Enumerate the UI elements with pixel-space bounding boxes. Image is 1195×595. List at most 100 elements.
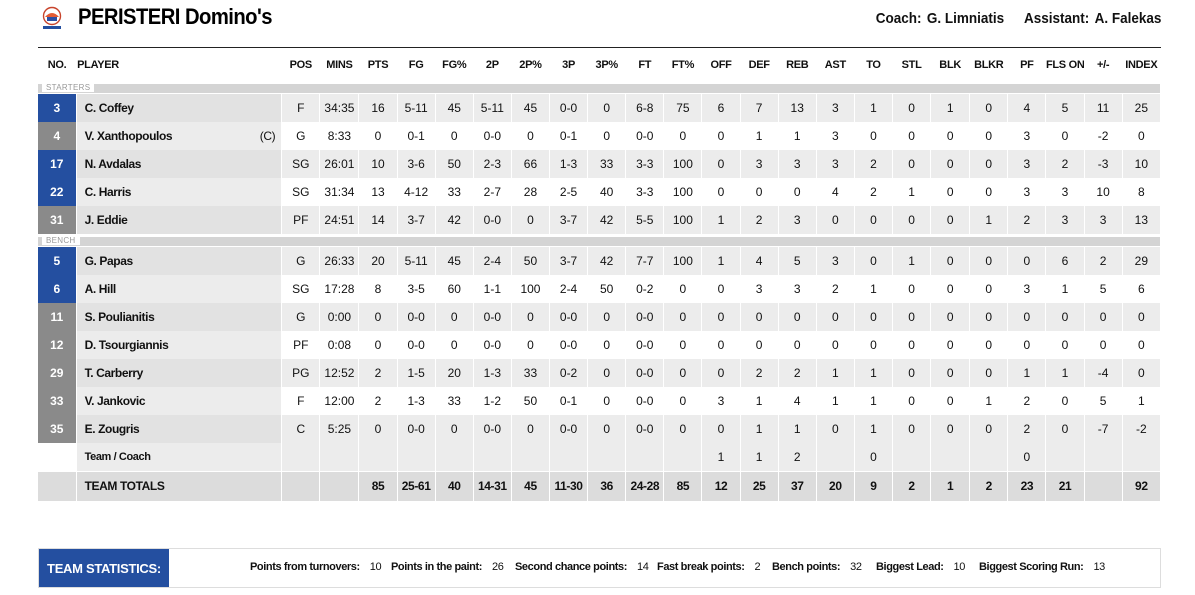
- stat-cell: 0: [854, 122, 894, 150]
- player-name[interactable]: T. Carberry: [84, 366, 144, 380]
- stat-cell: [473, 443, 512, 471]
- stat-cell: 0: [778, 303, 817, 331]
- stat-cell: 0: [587, 331, 627, 359]
- player-name[interactable]: C. Harris: [84, 185, 132, 199]
- stat-cell: [358, 443, 398, 471]
- stat-cell: 0: [663, 415, 703, 443]
- stat-cell: 0: [969, 94, 1009, 122]
- stat-cell: 0: [930, 247, 971, 275]
- player-name-cell[interactable]: A. Hill: [76, 275, 283, 303]
- stat-cell: 0-0: [473, 122, 512, 150]
- stat-cell: 0: [435, 303, 474, 331]
- player-name-cell[interactable]: D. Tsourgiannis: [76, 331, 283, 359]
- stat-cell: 0-0: [397, 303, 436, 331]
- stat-cell: 2: [778, 359, 817, 387]
- stat-cell: 0: [1007, 247, 1047, 275]
- player-name[interactable]: V. Xanthopoulos: [84, 129, 173, 143]
- stat-cell: [1122, 443, 1162, 471]
- player-name[interactable]: J. Eddie: [84, 213, 128, 227]
- stat-cell: 24:51: [319, 206, 360, 234]
- stat-cell: 0-1: [397, 122, 436, 150]
- stat-cell: 0: [1045, 331, 1085, 359]
- stat-cell: 1: [816, 387, 855, 415]
- stat-cell: 12:00: [319, 387, 360, 415]
- jersey-number: 4: [38, 122, 77, 150]
- stat-cell: 3: [740, 150, 779, 178]
- stat-cell: 2-5: [549, 178, 589, 206]
- team-name: PERISTERI Domino's: [78, 4, 272, 29]
- stat-cell: [549, 443, 589, 471]
- stat-cell: 3-7: [549, 206, 589, 234]
- stat-cell: 0: [892, 206, 932, 234]
- player-row[interactable]: 17 N. Avdalas SG 26:01 10 3-6 50 2-3 66 1-3 33 3-3 1…: [38, 150, 1162, 178]
- player-name[interactable]: A. Hill: [84, 282, 117, 296]
- stat-cell: 50: [511, 387, 551, 415]
- summary-label: Team / Coach: [76, 443, 283, 471]
- player-row[interactable]: 11 S. Poulianitis G 0:00 0 0-0 0 0-0 0 0-0 0 0-0 0 0 0…: [38, 303, 1162, 331]
- player-row[interactable]: 31 J. Eddie PF 24:51 14 3-7 42 0-0 0 3-7 42 5-5 100 1…: [38, 206, 1162, 234]
- player-row[interactable]: 33 V. Jankovic F 12:00 2 1-3 33 1-2 50 0-1 0 0-0 0 3 1…: [38, 387, 1162, 415]
- player-name-cell[interactable]: C. Coffey: [76, 94, 283, 122]
- player-name[interactable]: G. Papas: [84, 254, 134, 268]
- player-name-cell[interactable]: C. Harris: [76, 178, 283, 206]
- player-name[interactable]: S. Poulianitis: [84, 310, 155, 324]
- stat-cell: 0: [701, 303, 741, 331]
- player-name-cell[interactable]: T. Carberry: [76, 359, 283, 387]
- stat-cell: 0: [358, 415, 398, 443]
- player-name-cell[interactable]: G. Papas: [76, 247, 283, 275]
- player-name-cell[interactable]: E. Zougris: [76, 415, 283, 443]
- player-name[interactable]: N. Avdalas: [84, 157, 142, 171]
- stat-cell: 0: [701, 178, 741, 206]
- section-label: BENCH: [42, 236, 80, 245]
- stat-cell: 1: [1045, 275, 1085, 303]
- player-row[interactable]: 29 T. Carberry PG 12:52 2 1-5 20 1-3 33 0-2 0 0-0 0 0…: [38, 359, 1162, 387]
- column-header: 3P: [562, 59, 575, 71]
- stat-cell: 0: [930, 275, 971, 303]
- stat-cell: 0: [358, 303, 398, 331]
- player-row[interactable]: 6 A. Hill SG 17:28 8 3-5 60 1-1 100 2-4 50 0-2 0 0 3 3 2…: [38, 275, 1162, 303]
- jersey-number: 35: [38, 415, 77, 443]
- player-row[interactable]: 12 D. Tsourgiannis PF 0:08 0 0-0 0 0-0 0 0-0 0 0-0 0…: [38, 331, 1162, 359]
- stat-cell: 0-0: [397, 331, 436, 359]
- column-header: TO: [866, 59, 881, 71]
- stat-cell: [397, 443, 436, 471]
- player-name-cell[interactable]: N. Avdalas: [76, 150, 283, 178]
- stat-cell: [816, 443, 855, 471]
- stat-cell: 0: [1122, 359, 1162, 387]
- column-header: AST: [824, 59, 846, 71]
- player-name-cell[interactable]: V. Xanthopoulos (C): [76, 122, 283, 150]
- stat-cell: G: [281, 122, 321, 150]
- player-name[interactable]: E. Zougris: [84, 422, 140, 436]
- player-name-cell[interactable]: J. Eddie: [76, 206, 283, 234]
- stat-cell: 7: [740, 94, 779, 122]
- stat-cell: 0: [587, 387, 627, 415]
- stat-cell: 8:33: [319, 122, 360, 150]
- stat-cell: 0: [701, 150, 741, 178]
- stat-cell: 13: [778, 94, 817, 122]
- player-name-cell[interactable]: S. Poulianitis: [76, 303, 283, 331]
- stat-cell: 0: [663, 303, 703, 331]
- stat-cell: 50: [587, 275, 627, 303]
- player-name-cell[interactable]: V. Jankovic: [76, 387, 283, 415]
- player-row[interactable]: 35 E. Zougris C 5:25 0 0-0 0 0-0 0 0-0 0 0-0 0 0 1 1 0 1 0…: [38, 415, 1162, 443]
- stat-cell: 0: [892, 415, 932, 443]
- player-row[interactable]: 3 C. Coffey F 34:35 16 5-11 45 5-11 45 0-0 0 6-8 75 6…: [38, 94, 1162, 122]
- player-row[interactable]: 5 G. Papas G 26:33 20 5-11 45 2-4 50 3-7 42 7-7 100 1…: [38, 247, 1162, 275]
- stat-cell: 1: [740, 415, 779, 443]
- stat-cell: 20: [816, 470, 855, 501]
- stat-cell: 0: [511, 331, 551, 359]
- player-name[interactable]: D. Tsourgiannis: [84, 338, 169, 352]
- stat-cell: 5-11: [397, 94, 436, 122]
- stat-cell: 21: [1045, 470, 1085, 501]
- stat-cell: [511, 443, 551, 471]
- player-name[interactable]: C. Coffey: [84, 101, 134, 115]
- stat-cell: 45: [511, 470, 551, 501]
- team-stat-label: Points from turnovers:: [250, 561, 360, 573]
- jersey-number: 31: [38, 206, 77, 234]
- player-name[interactable]: V. Jankovic: [84, 394, 146, 408]
- player-row[interactable]: 22 C. Harris SG 31:34 13 4-12 33 2-7 28 2-5 40 3-3 1…: [38, 178, 1162, 206]
- player-row[interactable]: 4 V. Xanthopoulos (C) G 8:33 0 0-1 0 0-0 0 0-1 0 0-0…: [38, 122, 1162, 150]
- stat-cell: 3: [1045, 206, 1085, 234]
- stat-cell: 100: [663, 247, 703, 275]
- stat-cell: 1: [701, 247, 741, 275]
